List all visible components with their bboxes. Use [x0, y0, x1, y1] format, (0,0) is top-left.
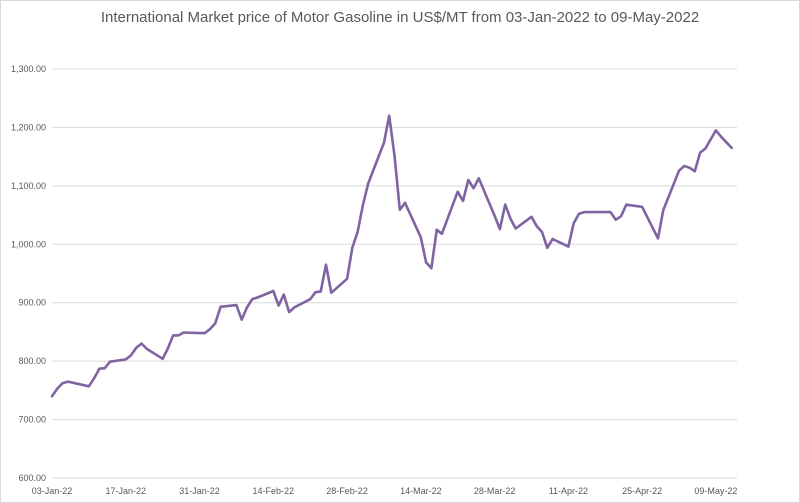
x-tick-label: 25-Apr-22 — [622, 486, 662, 496]
y-tick-label: 1,300.00 — [11, 64, 46, 74]
y-tick-label: 1,000.00 — [11, 239, 46, 249]
x-tick-label: 14-Feb-22 — [253, 486, 295, 496]
y-tick-label: 800.00 — [18, 356, 46, 366]
x-tick-label: 09-May-22 — [694, 486, 737, 496]
x-tick-label: 17-Jan-22 — [106, 486, 147, 496]
y-tick-label: 1,100.00 — [11, 181, 46, 191]
x-tick-label: 31-Jan-22 — [179, 486, 220, 496]
x-tick-label: 11-Apr-22 — [549, 486, 588, 496]
x-tick-label: 03-Jan-22 — [32, 486, 73, 496]
y-tick-label: 700.00 — [18, 415, 46, 425]
x-tick-label: 14-Mar-22 — [400, 486, 442, 496]
y-tick-label: 900.00 — [18, 298, 46, 308]
chart-title: International Market price of Motor Gaso… — [100, 9, 700, 26]
x-tick-label: 28-Feb-22 — [326, 486, 368, 496]
y-tick-label: 1,200.00 — [11, 122, 46, 132]
x-tick-label: 28-Mar-22 — [474, 486, 516, 496]
y-tick-label: 600.00 — [18, 473, 46, 483]
series-line-gasoline-price — [50, 114, 734, 398]
